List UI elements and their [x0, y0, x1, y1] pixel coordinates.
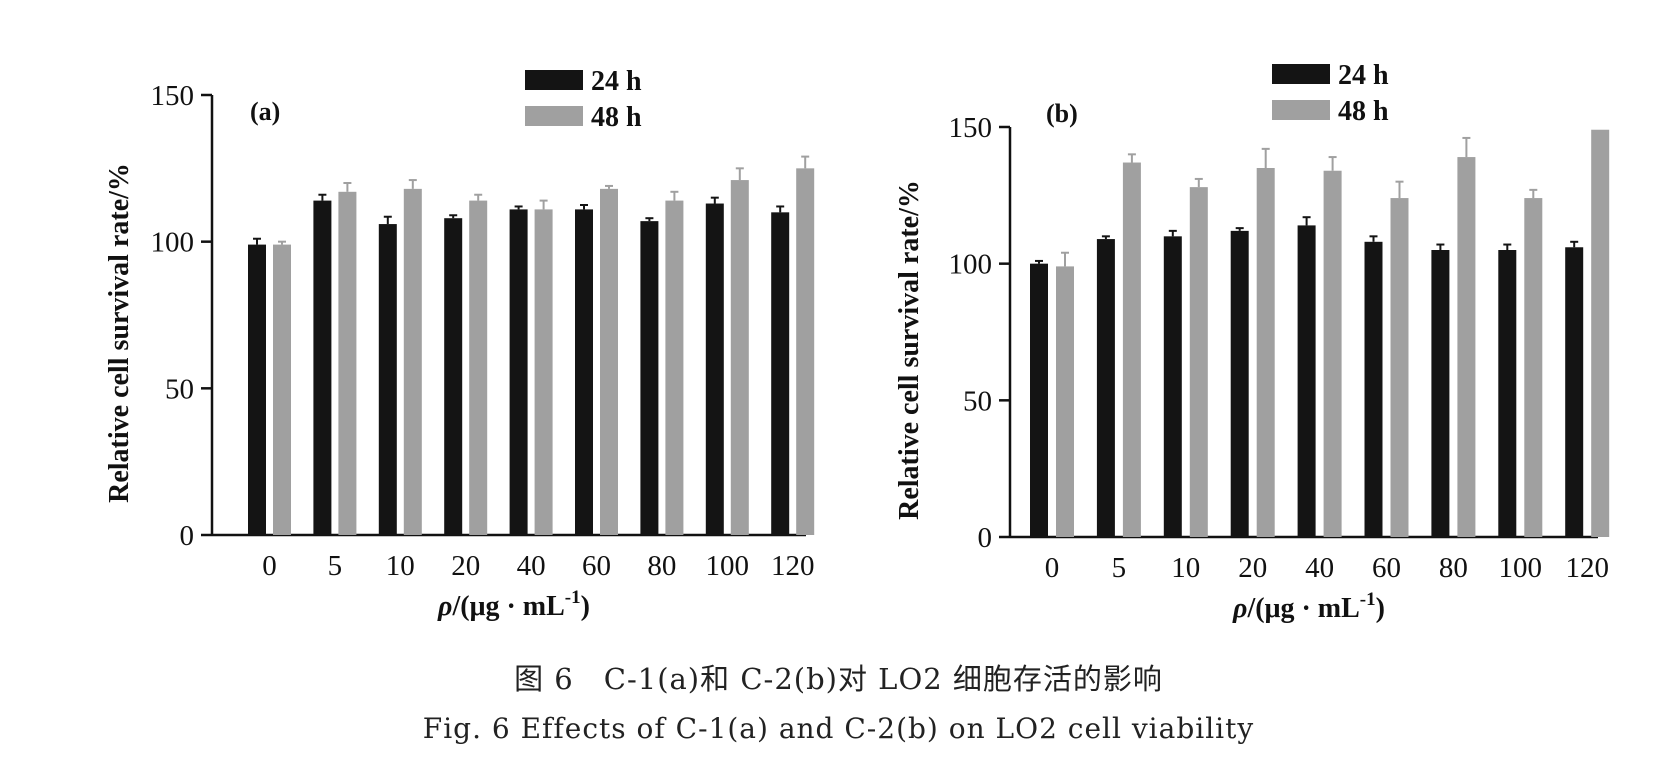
bar-24h-80 [640, 221, 659, 535]
bar-48h-80 [665, 200, 684, 535]
bar-48h-0 [1056, 266, 1074, 537]
chart-panel-b: 0 50 100 150 0 5 10 20 40 60 80 100 120 (b) 24 h 48 h Re… [894, 60, 1610, 624]
bar-24h-0 [1030, 263, 1048, 537]
bar-48h-100 [730, 180, 749, 536]
bar-24h-10 [1163, 236, 1182, 538]
y-tick-label: 50 [963, 385, 992, 417]
x-tick-label: 120 [1565, 552, 1609, 584]
x-tick-label: 80 [1439, 552, 1468, 584]
legend-label: 48 h [591, 102, 642, 133]
figure-caption-chinese: 图 6 C-1(a)和 C-2(b)对 LO2 细胞存活的影响 [514, 662, 1163, 696]
x-axis-title-symbol: ρ [1232, 593, 1247, 624]
x-axis-title-close: ) [1376, 593, 1385, 624]
bar-24h-40 [509, 209, 528, 535]
legend-swatch-24h [525, 70, 583, 90]
bar-48h-80 [1457, 157, 1476, 538]
bar-24h-100 [1498, 250, 1517, 537]
bar-48h-20 [469, 200, 488, 535]
legend-label: 24 h [1338, 60, 1389, 91]
y-tick-label: 150 [949, 112, 993, 144]
bar-48h-120 [796, 168, 815, 536]
bar-24h-60 [1364, 241, 1383, 538]
bar-24h-5 [313, 200, 332, 535]
y-tick-label: 100 [949, 249, 993, 281]
x-axis-title-unit: /(μg · mL [1246, 593, 1359, 624]
bar-48h-100 [1524, 198, 1543, 538]
bar-48h-5 [1122, 162, 1141, 538]
bar-24h-100 [705, 203, 724, 536]
bar-24h-40 [1297, 225, 1316, 537]
x-axis-title-symbol: ρ [437, 591, 452, 622]
x-tick-label: 60 [582, 550, 611, 582]
bar-24h-80 [1431, 250, 1450, 537]
y-tick-label: 50 [165, 373, 194, 405]
x-tick-label: 10 [1171, 552, 1200, 584]
x-tick-label: 40 [1305, 552, 1334, 584]
x-tick-label: 0 [1045, 552, 1060, 584]
x-tick-label: 80 [647, 550, 676, 582]
x-tick-label: 60 [1372, 552, 1401, 584]
chart-panel-a: 0 50 100 150 0 5 10 20 40 60 80 100 120 (a) 24 h 48 h Re… [104, 66, 814, 622]
bar-24h-5 [1096, 239, 1115, 538]
bar-48h-5 [338, 191, 357, 536]
legend-label: 24 h [591, 66, 642, 97]
bar-48h-10 [1189, 187, 1208, 537]
legend-label: 48 h [1338, 96, 1389, 127]
bar-48h-10 [403, 188, 422, 535]
bar-24h-20 [1230, 230, 1249, 537]
bar-24h-60 [575, 209, 593, 535]
x-axis-title: ρ/(μg · mL-1) [437, 587, 590, 622]
bar-48h-20 [1256, 168, 1275, 537]
bar-24h-120 [771, 212, 790, 536]
x-axis-title-superscript: -1 [1360, 589, 1376, 610]
legend-swatch-48h [1272, 100, 1330, 120]
y-tick-label: 100 [151, 227, 195, 259]
y-tick-label: 0 [180, 520, 195, 552]
bar-24h-0 [248, 244, 266, 535]
panel-label: (a) [250, 97, 280, 126]
figure-caption-english: Fig. 6 Effects of C-1(a) and C-2(b) on L… [422, 712, 1255, 745]
legend-swatch-48h [525, 106, 583, 126]
bar-24h-10 [378, 224, 397, 536]
x-tick-label: 20 [1238, 552, 1267, 584]
x-tick-label: 0 [262, 550, 277, 582]
x-axis-title-unit: /(μg · mL [451, 591, 564, 622]
y-tick-label: 0 [978, 522, 993, 554]
x-tick-label: 5 [328, 550, 343, 582]
y-tick-label: 150 [151, 80, 195, 112]
panel-label: (b) [1046, 99, 1078, 128]
x-tick-label: 10 [386, 550, 415, 582]
x-axis-title: ρ/(μg · mL-1) [1232, 589, 1385, 624]
x-tick-label: 20 [451, 550, 480, 582]
y-axis-title: Relative cell survival rate/% [104, 163, 135, 503]
x-axis-title-close: ) [581, 591, 590, 622]
x-tick-label: 40 [517, 550, 546, 582]
bar-24h-20 [444, 218, 463, 535]
bar-48h-40 [534, 209, 553, 535]
x-tick-label: 100 [706, 550, 750, 582]
x-tick-label: 100 [1499, 552, 1543, 584]
x-axis-title-superscript: -1 [565, 587, 581, 608]
bar-48h-60 [600, 188, 618, 535]
bar-48h-0 [273, 244, 291, 535]
legend-swatch-24h [1272, 64, 1330, 84]
y-axis-title: Relative cell survival rate/% [894, 180, 925, 520]
bar-48h-40 [1323, 170, 1342, 537]
bar-48h-120 [1591, 129, 1610, 537]
bar-24h-120 [1565, 247, 1584, 537]
bar-48h-60 [1390, 198, 1409, 538]
x-tick-label: 5 [1112, 552, 1127, 584]
x-tick-label: 120 [771, 550, 815, 582]
